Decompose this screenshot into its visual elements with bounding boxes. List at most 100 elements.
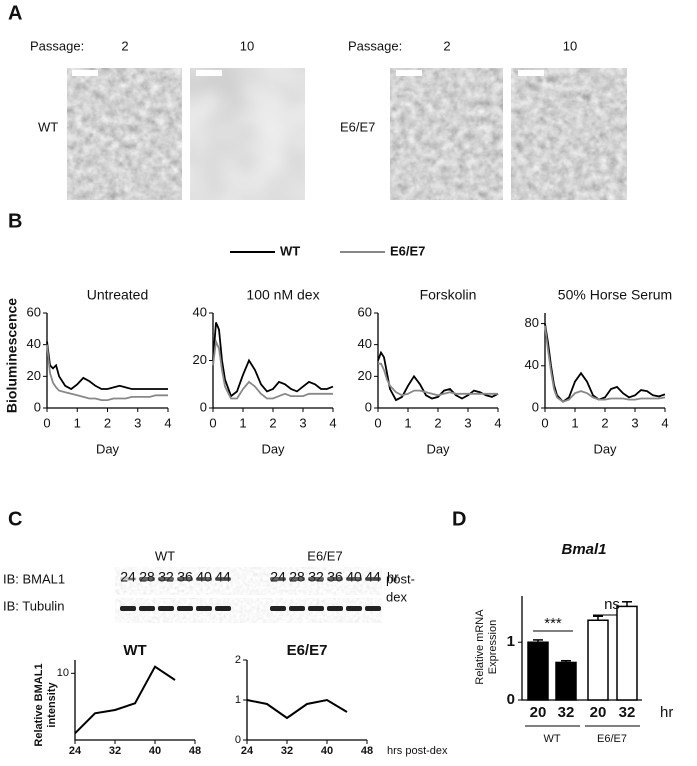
x-tick-label: 4 [661,415,668,430]
significance: ns [604,596,620,613]
y-axis-label: Relative mRNA [474,609,486,685]
y-axis-label: Bioluminescence [4,298,20,413]
band [365,577,381,581]
micrograph [390,68,503,200]
chart-title: Bmal1 [561,541,606,558]
band [327,606,343,611]
band [289,577,305,581]
bar [555,661,577,701]
lane-label: 36 [327,569,343,585]
band [139,577,155,581]
band [120,577,136,581]
panel-label: D [452,508,466,530]
data-line [46,341,168,391]
chart-title: Forskolin [420,287,477,303]
y-tick-label: 0 [34,399,41,414]
y-tick-label: 0 [507,691,515,708]
x-tick-label: 3 [299,415,306,430]
y-tick-label: 60 [358,304,372,319]
x-tick-label: 4 [164,415,171,430]
x-tick-label: 20 [590,704,607,721]
x-tick-label: 3 [631,415,638,430]
scale-bar [396,70,422,76]
y-axis-label: Relative BMAL1 [33,663,45,746]
passage-label: Passage: [348,38,402,53]
x-tick-label: 24 [241,745,254,757]
micrographs [67,68,627,200]
data-line [544,325,666,403]
x-tick-label: 2 [434,415,441,430]
y-axis-label: Expression [487,620,499,674]
x-tick-label: 32 [619,704,636,721]
y-tick-label: 10 [57,667,69,679]
y-tick-label: 40 [525,357,539,372]
axis-line [46,313,168,409]
x-tick-label: 40 [321,745,333,757]
blot-label: IB: Tubulin [3,598,64,613]
x-tick-label: 48 [189,745,201,757]
passage-number: 2 [443,38,450,53]
y-tick-label: 20 [193,352,207,367]
y-tick-label: 20 [27,368,41,383]
x-axis-label: Day [426,441,450,456]
data-line [378,362,498,397]
band [196,606,212,611]
band [158,606,174,611]
passage-number: 10 [563,38,577,53]
band [270,606,286,611]
note: post- [386,571,415,586]
band [177,606,193,611]
row-label: E6/E7 [340,119,375,134]
row-label: WT [38,119,58,134]
lane-group: WT [155,548,175,563]
bar [616,605,638,701]
panel-label: A [8,2,22,24]
band [158,577,174,581]
x-tick-label: 1 [74,415,81,430]
band [177,577,193,581]
lane-label: 28 [289,569,305,585]
band [196,577,212,581]
band [289,606,305,611]
x-axis-label: Day [593,441,617,456]
y-tick-label: 0 [365,399,372,414]
x-tick-label: 32 [281,745,293,757]
chart-title: 50% Horse Serum [558,287,672,303]
y-tick-label: 1 [235,694,241,706]
x-tick-label: 2 [269,415,276,430]
micrograph [190,68,305,200]
blot-label: IB: BMAL1 [3,571,65,586]
x-tick-label: 1 [571,415,578,430]
lane-label: 24 [120,569,136,585]
passage-number: 10 [240,38,254,53]
x-tick-label: 20 [530,704,547,721]
panel-label: B [8,210,22,232]
x-axis-label: Day [96,441,120,456]
legend-label: E6/E7 [390,243,425,258]
lane-label: 24 [270,569,286,585]
data-line [212,338,333,400]
band [270,577,286,581]
band [308,606,324,611]
y-tick-label: 60 [27,304,41,319]
lane-label: 40 [346,569,362,585]
lane-label: 40 [196,569,212,585]
unit-label: hr [387,569,399,584]
passage-number: 2 [121,38,128,53]
x-tick-label: 0 [209,415,216,430]
x-tick-label: 4 [494,415,501,430]
band [215,606,231,611]
x-tick-label: 0 [374,415,381,430]
band [346,606,362,611]
y-axis-label: intensity [46,682,58,728]
panel-label: C [8,508,22,530]
significance: *** [544,615,562,632]
y-tick-label: 0 [532,399,539,414]
x-tick-label: 3 [464,415,471,430]
lane-label: 32 [308,569,324,585]
band [327,577,343,581]
lane-label: 44 [215,569,231,585]
scale-bar [518,70,544,76]
chart-title: Untreated [87,287,148,303]
